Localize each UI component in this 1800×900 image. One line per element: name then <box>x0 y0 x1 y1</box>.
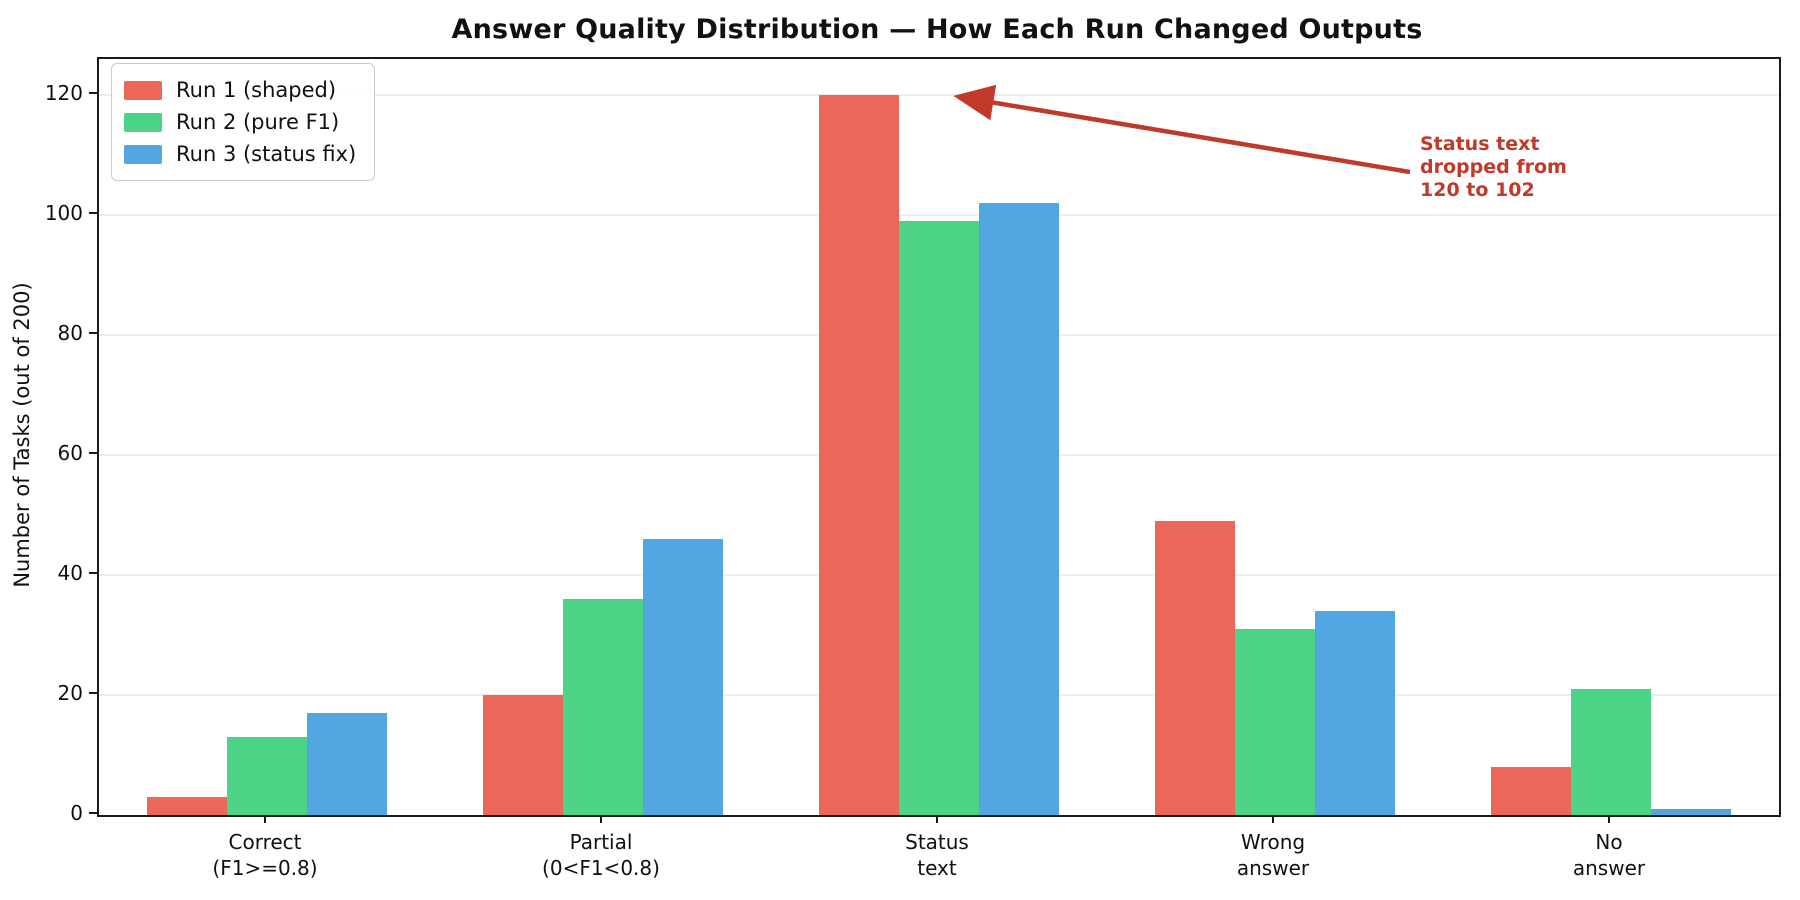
bar-run3-status <box>979 203 1059 815</box>
bar-run2-correct <box>227 737 307 815</box>
bar-run1-partial <box>483 695 563 815</box>
legend-item-run1: Run 1 (shaped) <box>124 74 356 106</box>
legend-swatch-run1 <box>124 80 162 100</box>
y-tick-mark <box>89 332 97 334</box>
y-tick-mark <box>89 812 97 814</box>
bar-run3-partial <box>643 539 723 815</box>
annotation-line: dropped from <box>1420 156 1567 178</box>
y-tick-label: 60 <box>57 441 83 465</box>
y-tick-mark <box>89 452 97 454</box>
bar-run2-status <box>899 221 979 815</box>
bar-run1-correct <box>147 797 227 815</box>
y-tick-label: 40 <box>57 561 83 585</box>
x-tick-mark <box>600 815 602 823</box>
y-tick-label: 0 <box>70 801 83 825</box>
bar-run2-partial <box>563 599 643 815</box>
legend: Run 1 (shaped) Run 2 (pure F1) Run 3 (stat… <box>111 63 376 181</box>
y-tick-mark <box>89 92 97 94</box>
annotation-line: Status text <box>1420 133 1540 155</box>
legend-item-run2: Run 2 (pure F1) <box>124 106 356 138</box>
legend-label-run1: Run 1 (shaped) <box>176 78 337 102</box>
bar-run3-wrong <box>1315 611 1395 815</box>
x-tick-label-status: Status text <box>905 830 969 880</box>
x-tick-label-partial: Partial (0<F1<0.8) <box>542 830 660 880</box>
x-tick-mark <box>264 815 266 823</box>
bar-run1-status <box>819 95 899 815</box>
legend-swatch-run3 <box>124 144 162 164</box>
plot-area <box>97 57 1781 817</box>
gridline-y100 <box>99 214 1779 216</box>
bar-run3-correct <box>307 713 387 815</box>
x-tick-mark <box>1272 815 1274 823</box>
bar-run2-no <box>1571 689 1651 815</box>
bar-run1-wrong <box>1155 521 1235 815</box>
x-tick-label-correct: Correct (F1>=0.8) <box>212 830 318 880</box>
chart-title: Answer Quality Distribution — How Each R… <box>451 14 1423 45</box>
annotation-line: 120 to 102 <box>1420 179 1535 201</box>
gridline-y120 <box>99 94 1779 96</box>
legend-item-run3: Run 3 (status fix) <box>124 138 356 170</box>
x-tick-label-wrong: Wrong answer <box>1236 830 1310 880</box>
x-tick-mark <box>1608 815 1610 823</box>
x-tick-label-no: No answer <box>1572 830 1646 880</box>
y-tick-mark <box>89 572 97 574</box>
y-tick-label: 100 <box>44 201 83 225</box>
x-tick-mark <box>936 815 938 823</box>
legend-swatch-run2 <box>124 112 162 132</box>
bar-run2-wrong <box>1235 629 1315 815</box>
y-tick-label: 120 <box>44 81 83 105</box>
annotation-text: Status text dropped from 120 to 102 <box>1420 133 1567 202</box>
y-tick-mark <box>89 692 97 694</box>
legend-label-run3: Run 3 (status fix) <box>176 142 357 166</box>
bar-run3-no <box>1651 809 1731 815</box>
y-tick-label: 20 <box>57 681 83 705</box>
bar-run1-no <box>1491 767 1571 815</box>
legend-label-run2: Run 2 (pure F1) <box>176 110 340 134</box>
y-tick-label: 80 <box>57 321 83 345</box>
y-tick-mark <box>89 212 97 214</box>
